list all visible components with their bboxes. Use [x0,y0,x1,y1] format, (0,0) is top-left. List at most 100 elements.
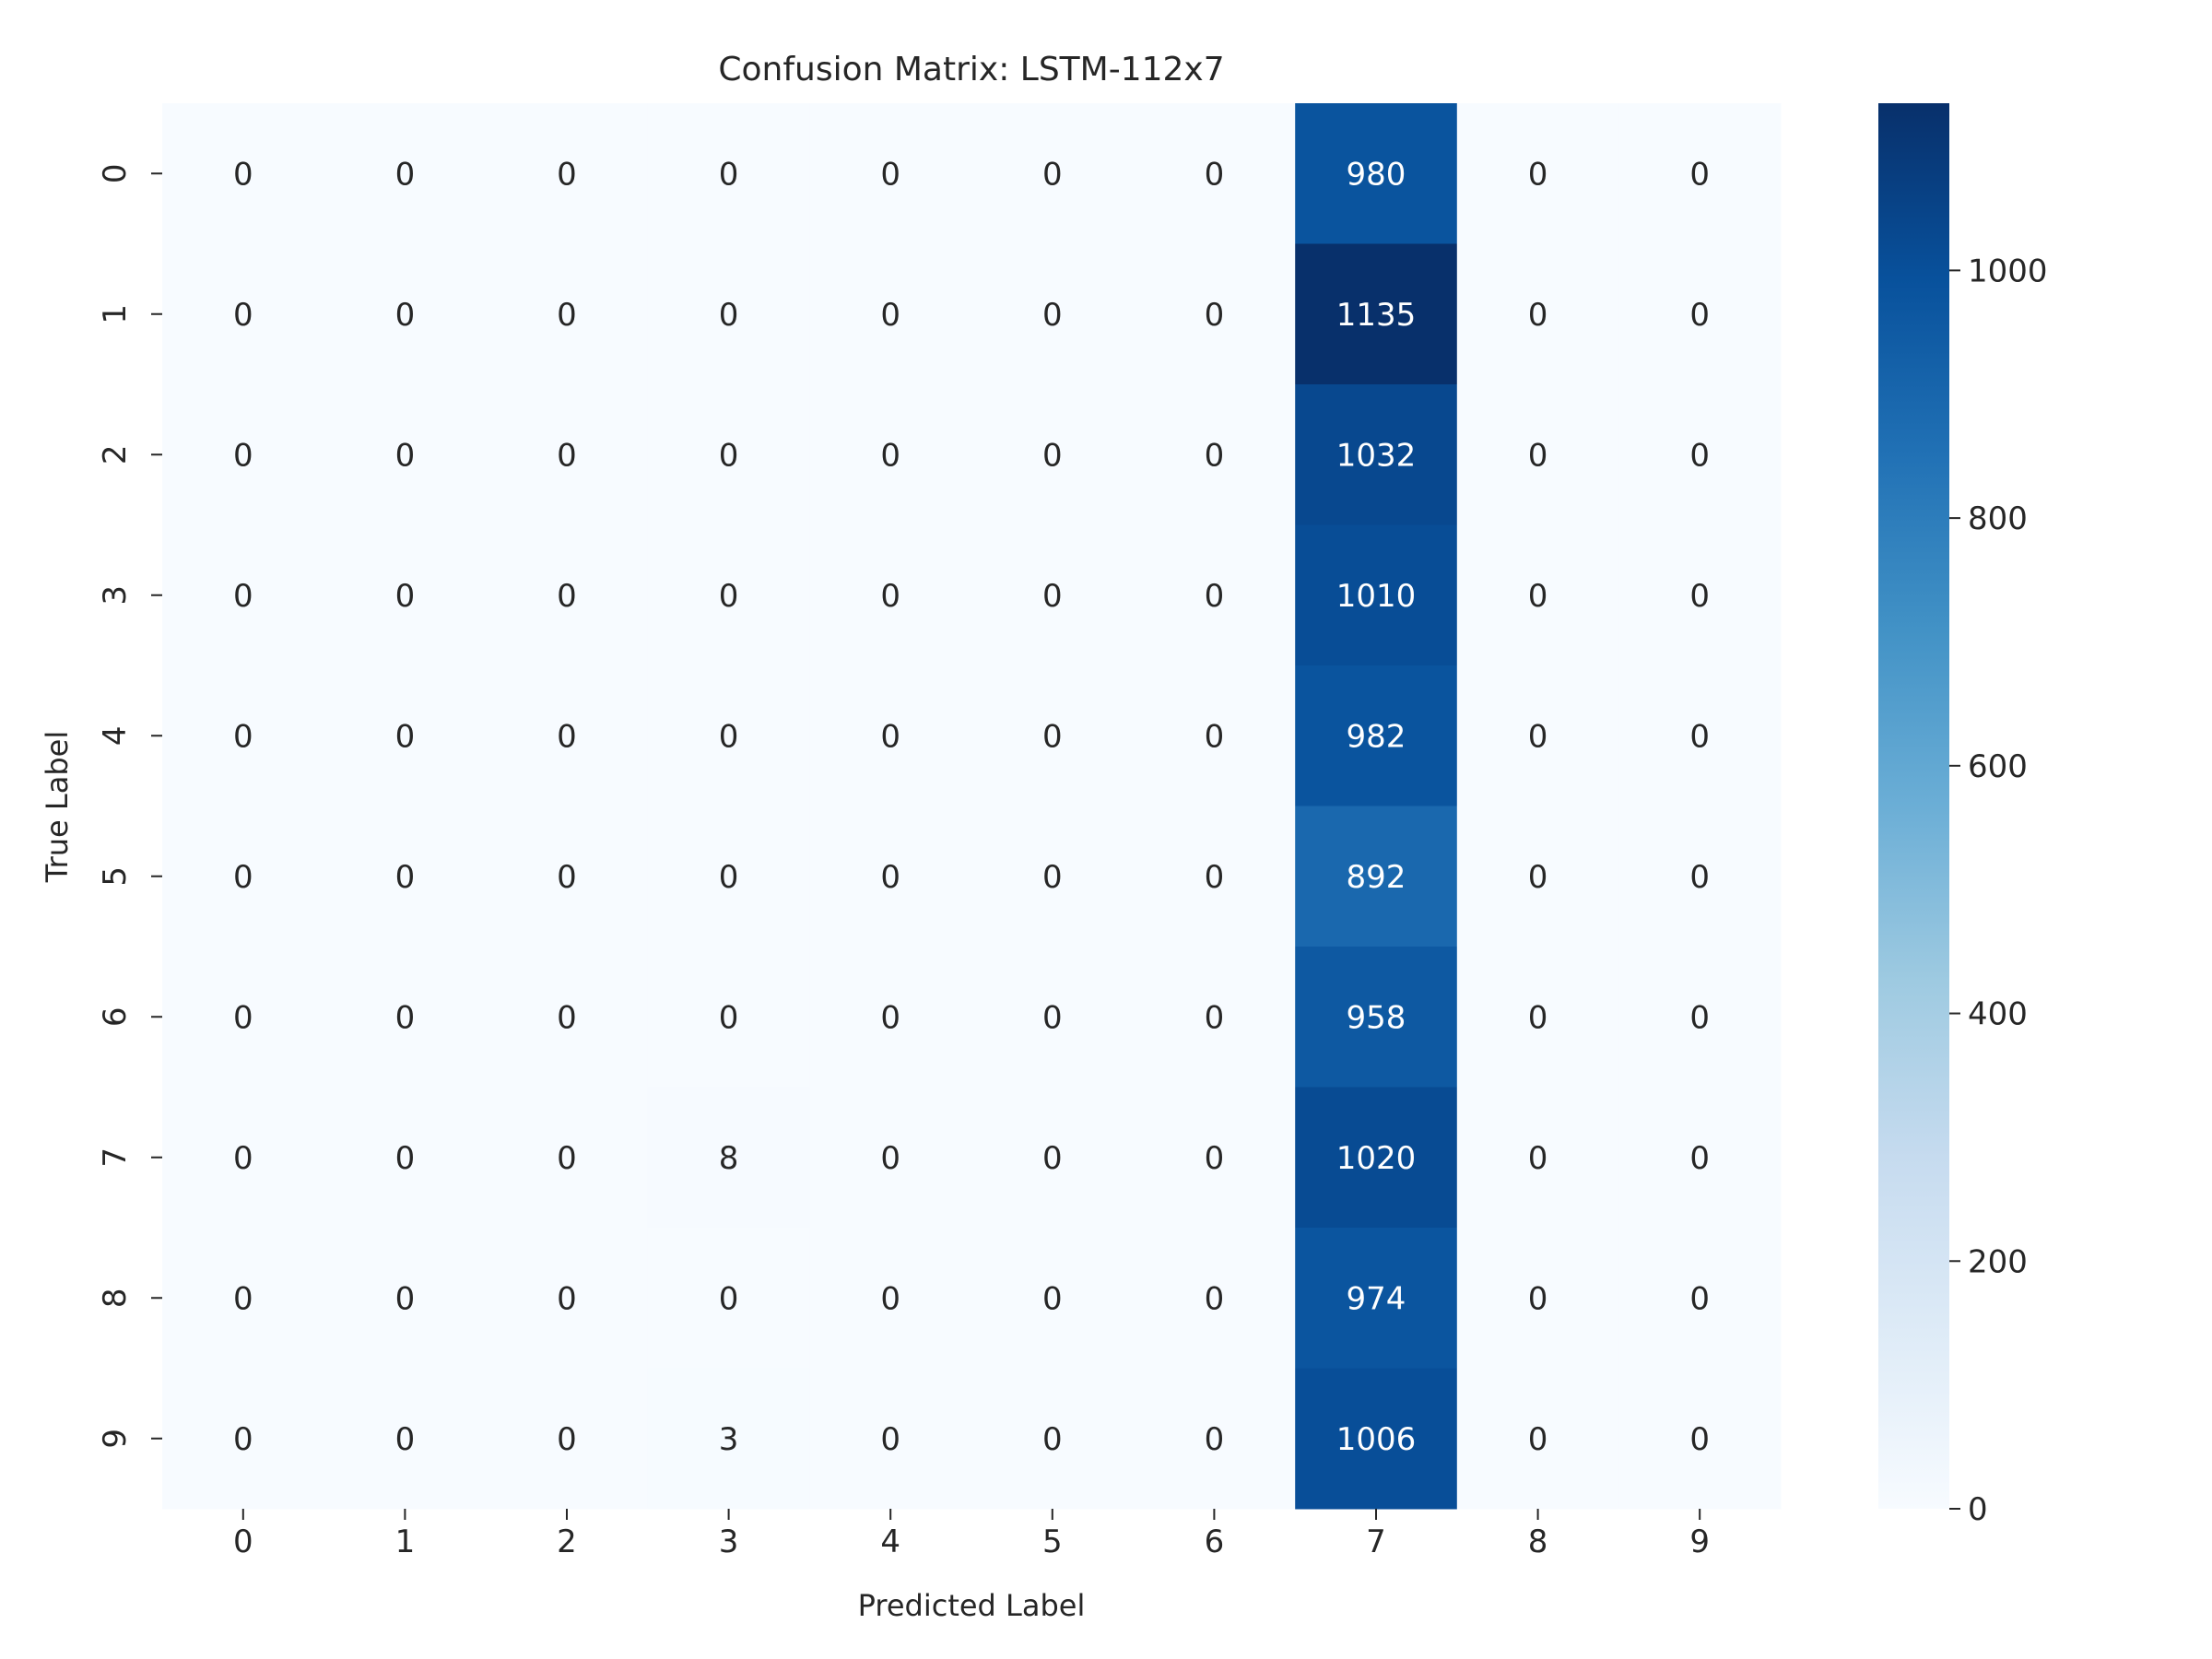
cell-value-label: 0 [1528,156,1548,193]
cell-value-label: 0 [1042,859,1063,896]
heatmap-cell [647,524,810,666]
heatmap-cell [809,806,972,947]
heatmap-cell [1618,103,1782,244]
cell-value-label: 0 [880,859,900,896]
x-tick-label: 6 [1205,1524,1225,1560]
cell-value-label: 0 [719,437,739,474]
heatmap-cell [324,806,487,947]
cell-value-label: 0 [233,437,253,474]
x-tick-label: 2 [557,1524,577,1560]
heatmap-cell [486,384,649,525]
cell-value-label: 0 [880,297,900,334]
cell-value-label: 0 [1042,156,1063,193]
cell-value-label: 0 [1205,578,1225,615]
heatmap-cell [162,384,325,525]
heatmap-cell [1295,1228,1458,1369]
heatmap-cell [809,1228,972,1369]
x-tick-label: 4 [880,1524,900,1560]
heatmap-cell [1295,1087,1458,1229]
heatmap-cell [647,665,810,806]
heatmap-cell [1618,806,1782,947]
heatmap-cell [1456,103,1619,244]
cell-value-label: 0 [1042,1421,1063,1458]
cell-value-label: 1006 [1336,1421,1417,1458]
heatmap-cell [809,665,972,806]
heatmap-cell [162,524,325,666]
heatmap-cell [486,665,649,806]
cell-value-label: 0 [557,1140,577,1177]
x-tick-label: 9 [1689,1524,1710,1560]
x-axis: 0 1 2 3 4 5 6 7 8 9 [233,1509,1710,1560]
heatmap-cell [1133,1368,1296,1510]
cell-value-label: 0 [557,718,577,755]
cell-value-label: 8 [719,1140,739,1177]
y-tick-label: 1 [97,304,134,324]
cell-value-label: 982 [1347,718,1406,755]
heatmap-cell [324,524,487,666]
cell-value-label: 0 [1042,718,1063,755]
heatmap-cell [1456,806,1619,947]
cell-value-label: 0 [1689,1140,1710,1177]
cell-value-label: 0 [233,859,253,896]
cell-value-label: 0 [1689,297,1710,334]
cell-value-label: 0 [1689,859,1710,896]
heatmap-cell [647,384,810,525]
heatmap-cell [647,947,810,1088]
cell-value-label: 0 [1205,1421,1225,1458]
cell-value-label: 0 [233,578,253,615]
cell-value-label: 0 [1528,1421,1548,1458]
heatmap-cell [162,103,325,244]
heatmap-cell [324,1228,487,1369]
heatmap-cell [971,947,1135,1088]
cell-value-label: 0 [1689,999,1710,1036]
cell-value-label: 0 [233,718,253,755]
cell-value-label: 0 [557,1421,577,1458]
y-tick-label: 9 [97,1429,134,1449]
heatmap-cell [647,1368,810,1510]
cell-value-label: 0 [395,1421,416,1458]
heatmap-cell [1456,665,1619,806]
heatmap-cell [324,384,487,525]
cell-value-label: 0 [1689,718,1710,755]
x-axis-label: Predicted Label [858,1588,1086,1623]
cell-value-label: 0 [395,156,416,193]
cell-value-label: 0 [1528,1140,1548,1177]
chart-title: Confusion Matrix: LSTM-112x7 [718,51,1224,88]
cell-value-label: 0 [557,578,577,615]
heatmap-cells [162,103,1782,1510]
cell-value-label: 0 [719,859,739,896]
cell-value-label: 0 [1528,859,1548,896]
heatmap-cell [486,103,649,244]
colorbar-tick-label: 200 [1968,1243,2028,1280]
cell-value-label: 0 [1689,437,1710,474]
heatmap-cell [1133,947,1296,1088]
cell-value-label: 0 [557,156,577,193]
y-tick-label: 3 [97,585,134,606]
cell-value-label: 0 [557,1280,577,1317]
cell-value-label: 0 [233,156,253,193]
cell-value-label: 0 [557,999,577,1036]
x-tick-label: 8 [1528,1524,1548,1560]
cell-value-label: 0 [395,437,416,474]
heatmap-cell [809,947,972,1088]
colorbar: 0 200 400 600 800 1000 [1878,103,2048,1528]
heatmap-cell-labels: 0 0 0 0 0 0 0 980 0 0 0 0 0 0 0 0 0 1135 0 0 0 0 0 0 0 0 0 1032 0 0 0 0… [233,156,1710,1458]
cell-value-label: 0 [1205,156,1225,193]
cell-value-label: 980 [1347,156,1406,193]
heatmap-cell [809,1087,972,1229]
cell-value-label: 0 [719,999,739,1036]
heatmap-cell [486,806,649,947]
heatmap-cell [647,1228,810,1369]
heatmap-cell [647,103,810,244]
cell-value-label: 0 [233,999,253,1036]
cell-value-label: 0 [1689,578,1710,615]
cell-value-label: 0 [1528,578,1548,615]
cell-value-label: 0 [1042,437,1063,474]
heatmap-cell [162,665,325,806]
heatmap-cell [1133,524,1296,666]
heatmap-cell [971,806,1135,947]
heatmap-cell [809,524,972,666]
cell-value-label: 892 [1347,859,1406,896]
cell-value-label: 0 [395,1140,416,1177]
heatmap-cell [162,1228,325,1369]
